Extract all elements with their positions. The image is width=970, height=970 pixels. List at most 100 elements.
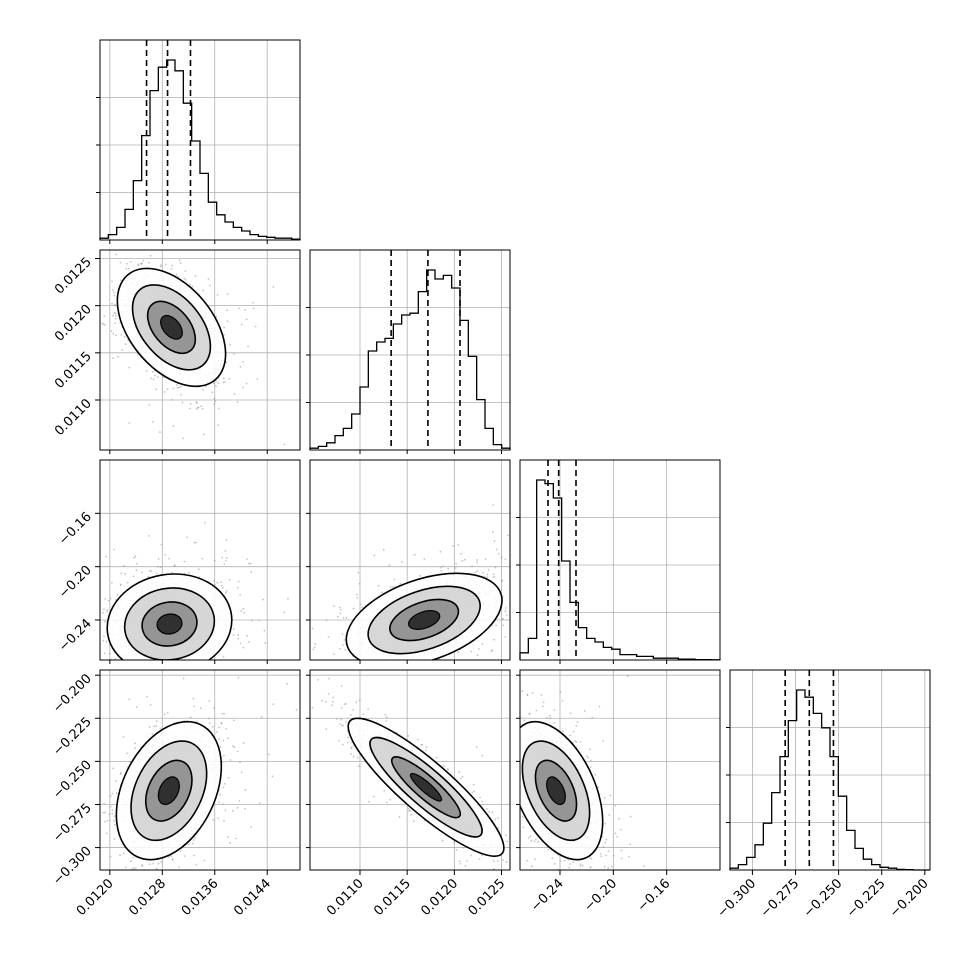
scatter-panel-3-0 (94, 676, 298, 870)
scatter-point (513, 756, 515, 758)
scatter-point (220, 581, 222, 584)
scatter-point (202, 388, 204, 391)
scatter-point (527, 882, 529, 884)
scatter-point (223, 326, 226, 329)
scatter-point (124, 662, 126, 664)
scatter-point (237, 637, 240, 640)
scatter-point (517, 769, 519, 771)
scatter-point (233, 353, 235, 355)
scatter-point (506, 840, 509, 843)
scatter-point (339, 608, 342, 611)
scatter-point (106, 609, 108, 611)
scatter-point (212, 684, 214, 686)
scatter-point (195, 720, 198, 723)
scatter-point (373, 554, 376, 557)
scatter-point (620, 857, 623, 860)
scatter-point (213, 579, 215, 582)
scatter-point (245, 558, 248, 561)
panel-frame (519, 459, 721, 661)
scatter-point (430, 679, 432, 681)
scatter-point (217, 407, 220, 410)
scatter-point (514, 704, 516, 706)
scatter-point (602, 846, 605, 848)
scatter-point (258, 802, 261, 805)
scatter-point (263, 629, 266, 632)
scatter-panel-3-1 (292, 667, 541, 870)
scatter-point (137, 263, 140, 266)
scatter-point (108, 819, 111, 822)
scatter-point (339, 612, 342, 615)
scatter-point (195, 402, 198, 404)
scatter-point (135, 569, 138, 571)
scatter-point (307, 705, 309, 707)
scatter-point (355, 701, 358, 703)
scatter-point (389, 586, 392, 589)
scatter-point (148, 690, 150, 692)
scatter-point (413, 553, 416, 556)
scatter-point (134, 665, 136, 667)
scatter-point (237, 580, 240, 583)
scatter-point (361, 606, 364, 609)
scatter-point (189, 407, 192, 410)
scatter-point (131, 680, 133, 682)
scatter-point (222, 786, 225, 789)
scatter-point (539, 859, 541, 861)
scatter-point (353, 667, 355, 669)
scatter-point (114, 823, 116, 826)
scatter-point (77, 648, 79, 650)
scatter-point (231, 745, 234, 748)
scatter-point (211, 725, 214, 728)
scatter-point (402, 664, 404, 666)
scatter-point (103, 802, 106, 805)
scatter-point (203, 859, 206, 862)
scatter-point (599, 852, 602, 855)
scatter-point (598, 705, 601, 708)
scatter-point (168, 557, 171, 560)
scatter-point (202, 289, 205, 292)
scatter-point (215, 731, 218, 733)
scatter-point (311, 666, 313, 668)
scatter-point (620, 576, 622, 578)
panel-frame (99, 459, 301, 661)
scatter-point (94, 836, 96, 838)
scatter-point (476, 654, 479, 657)
scatter-point (508, 774, 510, 776)
scatter-point (156, 672, 158, 674)
scatter-point (507, 534, 510, 537)
scatter-point (250, 571, 253, 574)
scatter-point (385, 716, 388, 719)
scatter-point (542, 701, 545, 704)
scatter-point (504, 636, 507, 638)
scatter-point (511, 757, 513, 759)
scatter-point (160, 264, 163, 267)
scatter-point (226, 320, 229, 323)
scatter-point (292, 667, 294, 669)
scatter-point (505, 861, 508, 863)
scatter-point (208, 700, 211, 703)
contour-level-3 (409, 772, 443, 802)
scatter-point (213, 707, 215, 710)
scatter-point (217, 424, 220, 427)
scatter-point (412, 820, 415, 823)
scatter-point (195, 863, 198, 866)
scatter-point (112, 357, 115, 360)
scatter-point (574, 606, 576, 608)
scatter-point (134, 555, 137, 558)
scatter-point (513, 784, 515, 786)
scatter-point (457, 651, 460, 654)
scatter-point (485, 808, 488, 810)
scatter-point (105, 640, 108, 643)
scatter-point (230, 732, 232, 734)
scatter-point (302, 668, 304, 670)
scatter-point (128, 366, 131, 369)
scatter-panel-2-0 (77, 521, 313, 692)
scatter-point (95, 609, 97, 611)
scatter-point (582, 864, 584, 867)
scatter-point (495, 548, 498, 551)
scatter-point (458, 771, 461, 774)
scatter-point (338, 606, 341, 609)
scatter-point (152, 245, 154, 247)
scatter-point (321, 699, 324, 702)
scatter-point (155, 720, 158, 723)
scatter-point (345, 702, 347, 705)
